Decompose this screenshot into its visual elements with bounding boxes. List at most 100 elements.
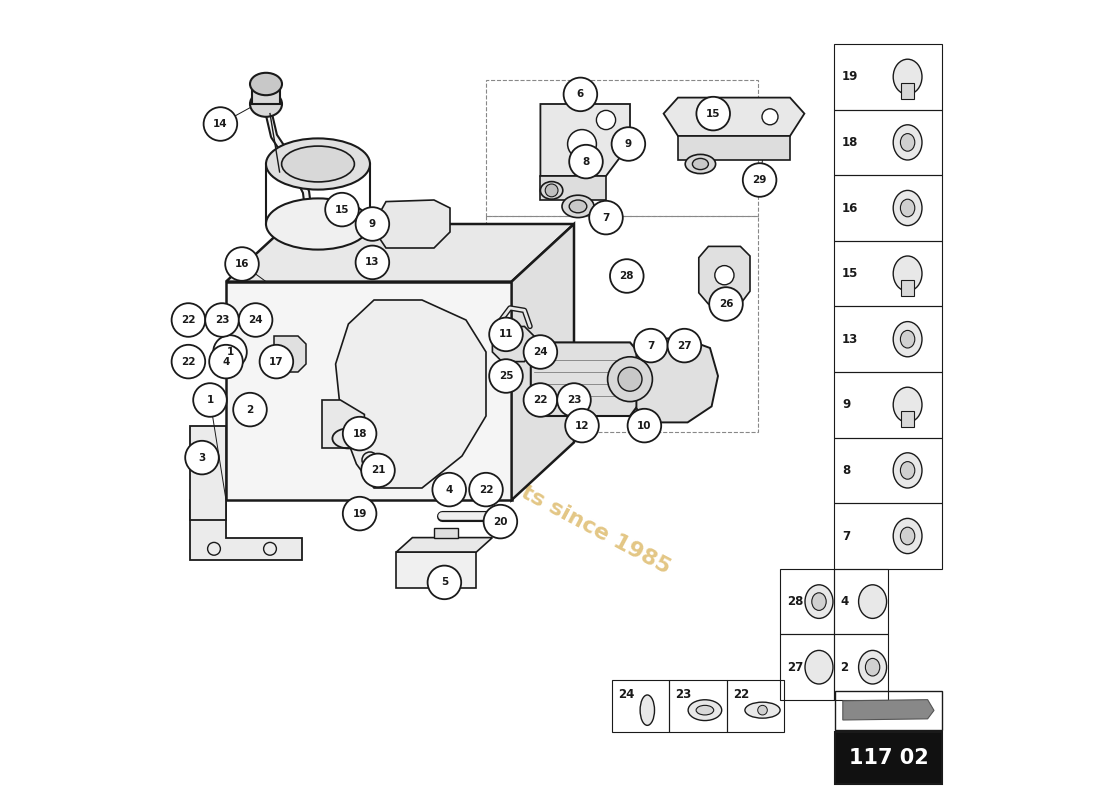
Ellipse shape	[250, 91, 282, 117]
Polygon shape	[396, 552, 476, 588]
Circle shape	[563, 78, 597, 111]
Ellipse shape	[893, 387, 922, 422]
Bar	[835, 691, 942, 730]
Text: 1: 1	[227, 347, 233, 357]
Polygon shape	[190, 500, 302, 560]
Ellipse shape	[685, 154, 716, 174]
Ellipse shape	[540, 182, 563, 199]
Circle shape	[698, 109, 714, 125]
Ellipse shape	[893, 256, 922, 291]
Text: 10: 10	[637, 421, 651, 430]
Bar	[901, 280, 914, 296]
Bar	[780, 569, 834, 634]
Ellipse shape	[893, 453, 922, 488]
Circle shape	[326, 193, 359, 226]
Circle shape	[206, 303, 239, 337]
Circle shape	[758, 706, 768, 715]
Ellipse shape	[901, 527, 915, 545]
Polygon shape	[190, 426, 226, 520]
Text: 22: 22	[182, 315, 196, 325]
Bar	[612, 680, 669, 732]
Text: 23: 23	[675, 688, 692, 701]
Text: 22: 22	[734, 688, 749, 701]
Ellipse shape	[696, 706, 714, 715]
Polygon shape	[531, 342, 639, 416]
Bar	[835, 732, 942, 784]
Ellipse shape	[901, 330, 915, 348]
Circle shape	[432, 473, 466, 506]
Text: 18: 18	[352, 429, 367, 438]
Text: 1: 1	[207, 395, 213, 405]
Ellipse shape	[901, 199, 915, 217]
Bar	[834, 634, 888, 700]
Text: 2: 2	[840, 661, 848, 674]
Ellipse shape	[901, 134, 915, 151]
Circle shape	[524, 383, 558, 417]
Text: 27: 27	[678, 341, 692, 350]
Circle shape	[742, 163, 777, 197]
Ellipse shape	[805, 585, 833, 618]
Ellipse shape	[859, 585, 887, 618]
Circle shape	[233, 393, 267, 426]
Text: 19: 19	[842, 70, 858, 83]
Ellipse shape	[893, 322, 922, 357]
Ellipse shape	[250, 73, 282, 95]
Polygon shape	[396, 538, 493, 552]
Polygon shape	[540, 176, 606, 200]
Text: 9: 9	[625, 139, 632, 149]
Circle shape	[260, 345, 294, 378]
Circle shape	[204, 107, 238, 141]
Text: 13: 13	[842, 333, 858, 346]
Text: 5: 5	[441, 578, 448, 587]
Polygon shape	[226, 282, 512, 500]
Circle shape	[558, 383, 591, 417]
Bar	[901, 83, 914, 99]
Text: 28: 28	[786, 595, 803, 608]
Text: 22: 22	[534, 395, 548, 405]
Circle shape	[618, 367, 642, 391]
Bar	[834, 241, 942, 306]
Polygon shape	[322, 400, 364, 448]
Circle shape	[355, 207, 389, 241]
Ellipse shape	[689, 700, 722, 721]
Text: 3: 3	[198, 453, 206, 462]
Text: 4: 4	[446, 485, 453, 494]
Bar	[834, 175, 942, 241]
Text: 6: 6	[576, 90, 584, 99]
Bar	[669, 680, 727, 732]
Ellipse shape	[745, 702, 780, 718]
Text: a passion for parts since 1985: a passion for parts since 1985	[330, 382, 674, 578]
Circle shape	[226, 247, 258, 281]
Text: 4: 4	[222, 357, 230, 366]
Text: 19: 19	[352, 509, 366, 518]
Bar	[727, 680, 784, 732]
Text: 17: 17	[270, 357, 284, 366]
Bar	[834, 438, 942, 503]
Circle shape	[546, 184, 558, 197]
Polygon shape	[512, 224, 574, 500]
Circle shape	[343, 497, 376, 530]
Ellipse shape	[805, 650, 833, 684]
Ellipse shape	[692, 158, 708, 170]
Polygon shape	[843, 700, 934, 720]
Circle shape	[762, 109, 778, 125]
Text: 7: 7	[603, 213, 609, 222]
Bar	[834, 372, 942, 438]
Text: 27: 27	[786, 661, 803, 674]
Polygon shape	[663, 98, 804, 136]
Circle shape	[484, 505, 517, 538]
Circle shape	[565, 409, 598, 442]
Text: 29: 29	[752, 175, 767, 185]
Text: 9: 9	[368, 219, 376, 229]
Circle shape	[569, 145, 603, 178]
Circle shape	[185, 441, 219, 474]
Text: 24: 24	[534, 347, 548, 357]
Text: 7: 7	[647, 341, 654, 350]
Circle shape	[361, 454, 395, 487]
Circle shape	[590, 201, 623, 234]
Text: 24: 24	[618, 688, 635, 701]
Text: 2: 2	[246, 405, 254, 414]
Polygon shape	[274, 336, 306, 372]
Polygon shape	[540, 104, 630, 176]
Polygon shape	[336, 300, 486, 488]
